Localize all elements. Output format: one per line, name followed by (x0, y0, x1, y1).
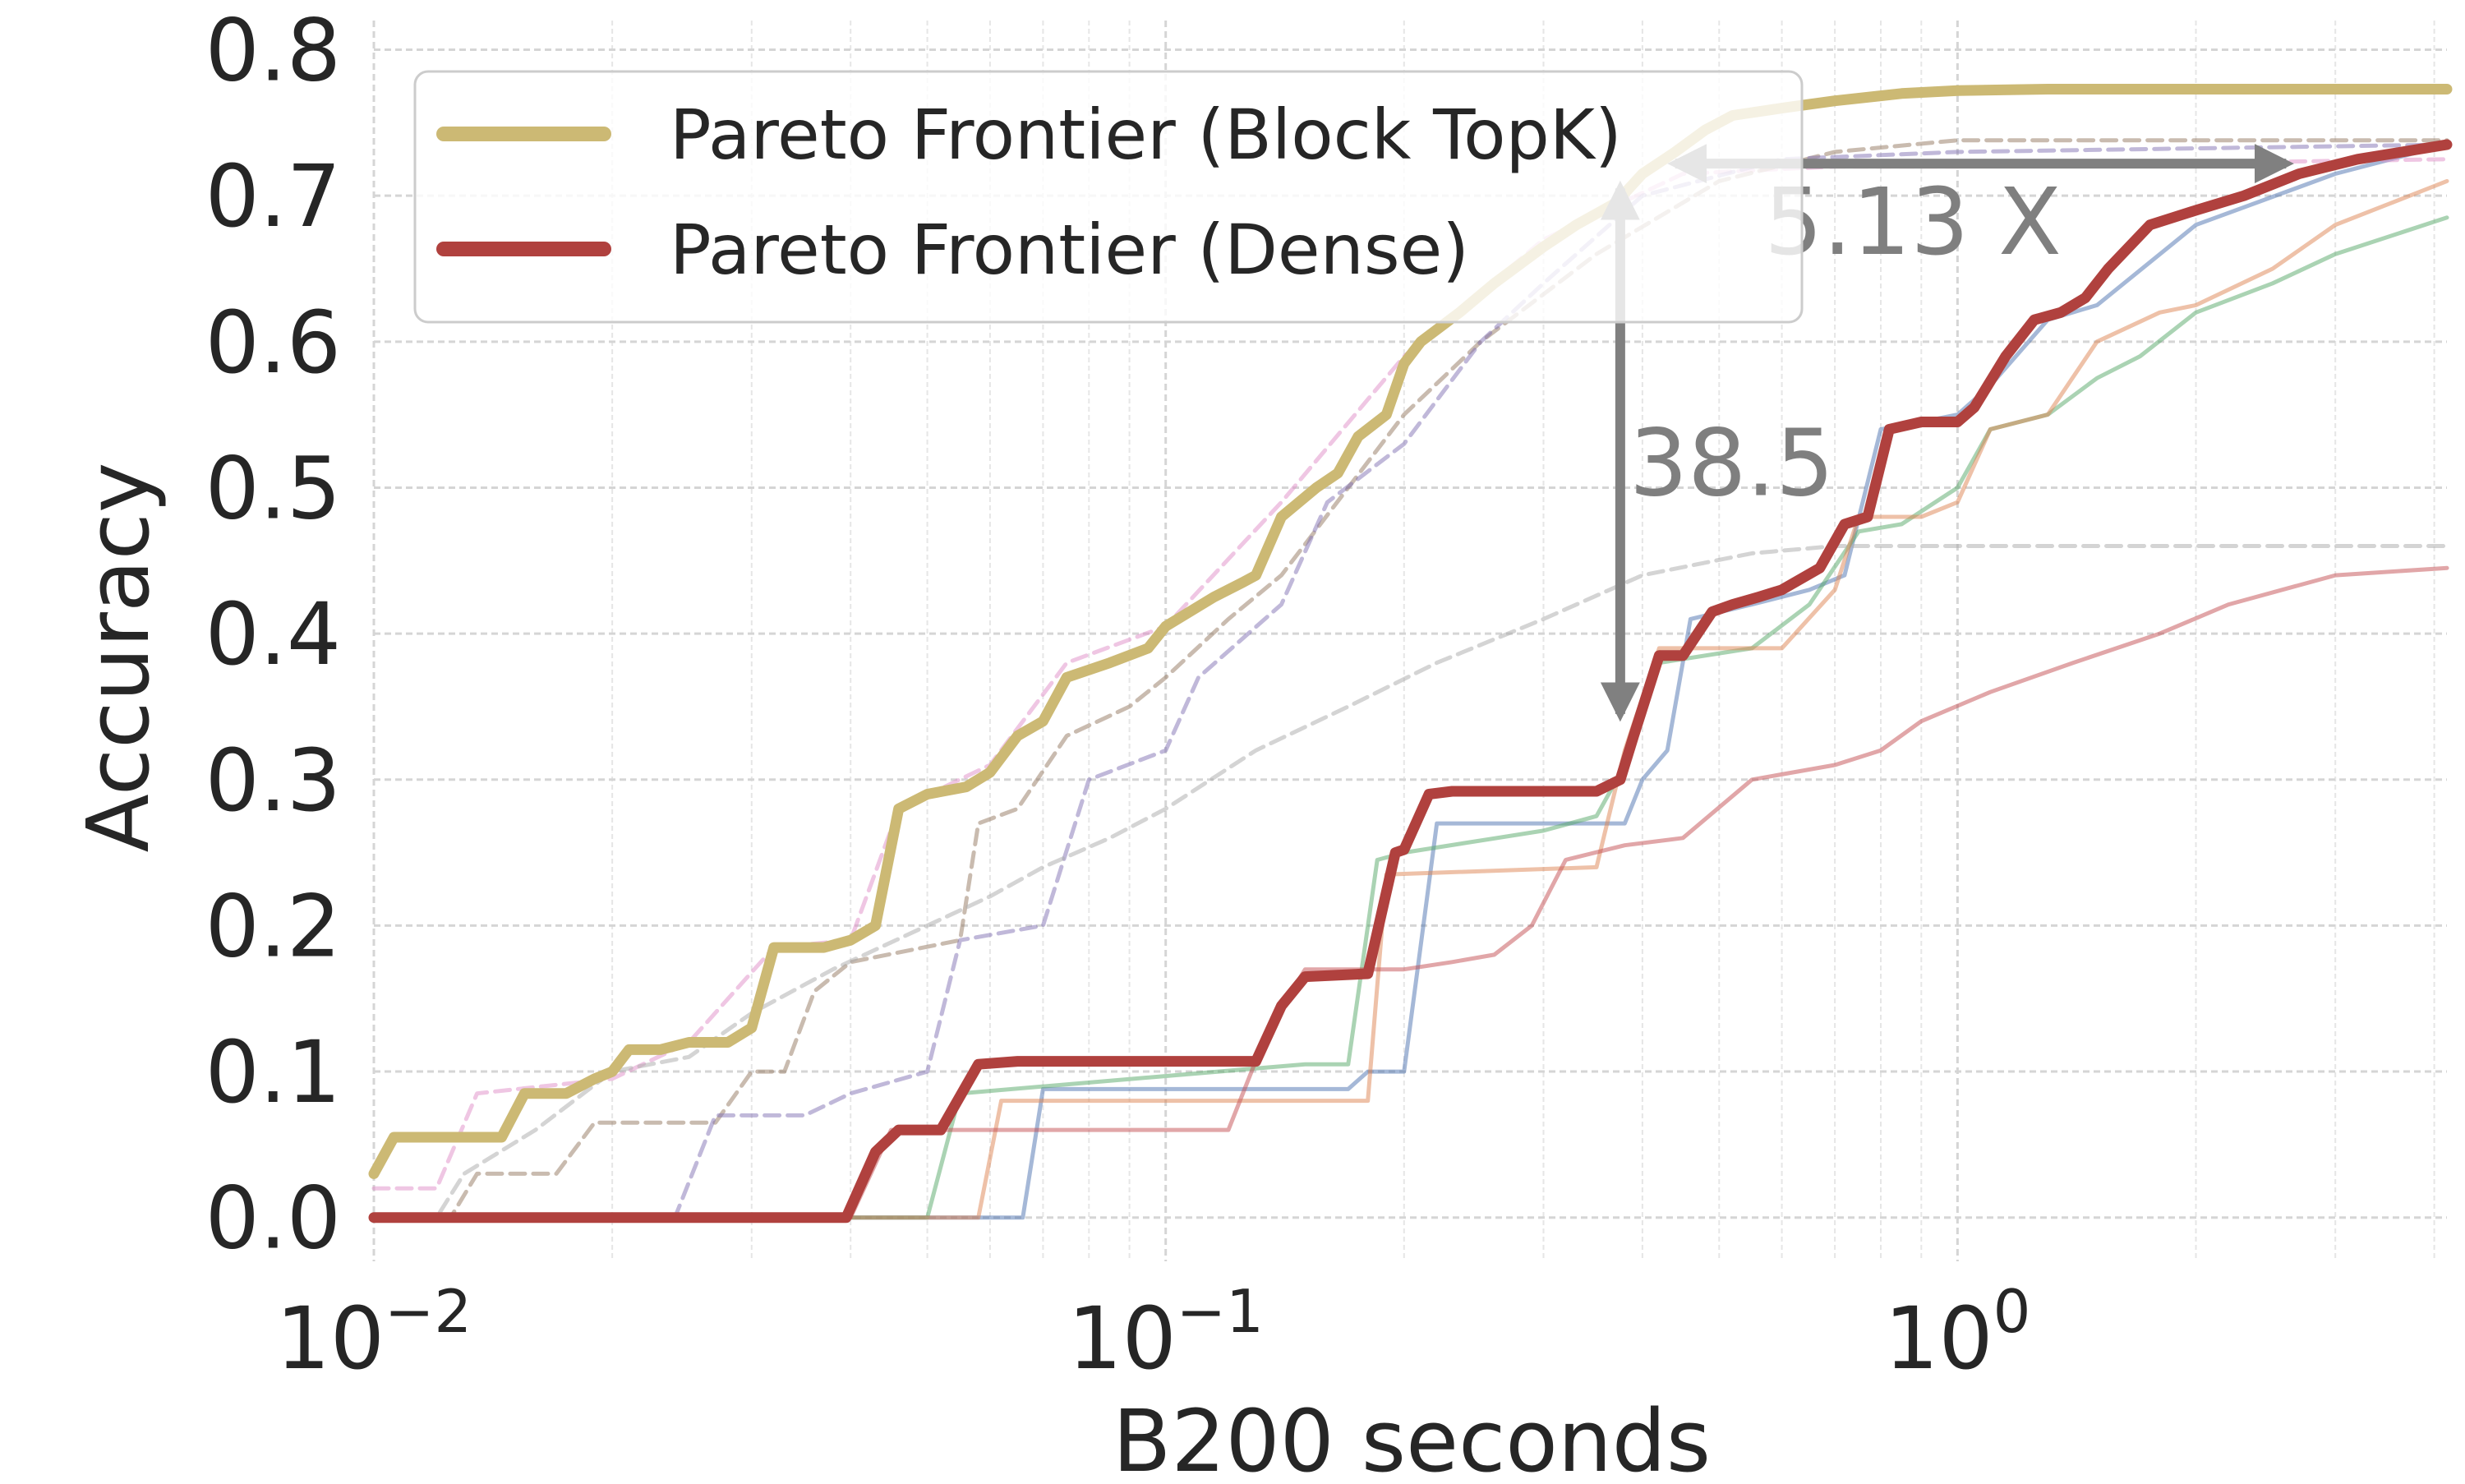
y-tick-label: 0.7 (205, 146, 341, 247)
annotation-label: 5.13 X (1764, 169, 2062, 276)
legend-label-block-topk: Pareto Frontier (Block TopK) (670, 94, 1622, 175)
series-line-pareto-frontier-dense (368, 139, 2453, 1224)
y-axis-label: Accuracy (68, 463, 168, 853)
x-tick-label: 100 (1884, 1277, 2030, 1389)
legend-label-dense: Pareto Frontier (Dense) (670, 210, 1469, 290)
legend-box (413, 70, 1804, 324)
series-line-3 (371, 215, 2449, 1220)
y-tick-label: 0.4 (205, 584, 341, 684)
y-tick-label: 0.2 (205, 876, 341, 976)
y-tick-label: 0.5 (205, 438, 341, 538)
series-line-4 (371, 178, 2449, 1220)
annotation-label: 38.5 (1629, 410, 1834, 517)
y-tick-label: 0.8 (205, 1, 341, 101)
x-axis-label: B200 seconds (1113, 1391, 1711, 1480)
x-tick-exponent: −1 (1177, 1277, 1264, 1346)
y-tick-label: 0.1 (205, 1022, 341, 1122)
tick-labels: 0.0 0.1 0.2 0.3 0.4 0.5 0.6 0.7 0.8 10−2 10−1 100 (205, 1, 2031, 1389)
y-tick-label: 0.6 (205, 293, 341, 393)
y-tick-label: 0.3 (205, 730, 341, 831)
legend: Pareto Frontier (Block TopK) Pareto Fron… (413, 70, 1804, 324)
x-tick-label: 10−1 (1067, 1277, 1263, 1389)
x-tick-label: 10−2 (276, 1277, 472, 1389)
x-tick-exponent: −2 (385, 1277, 472, 1346)
y-tick-label: 0.0 (205, 1168, 341, 1269)
x-tick-exponent: 0 (1993, 1277, 2031, 1346)
